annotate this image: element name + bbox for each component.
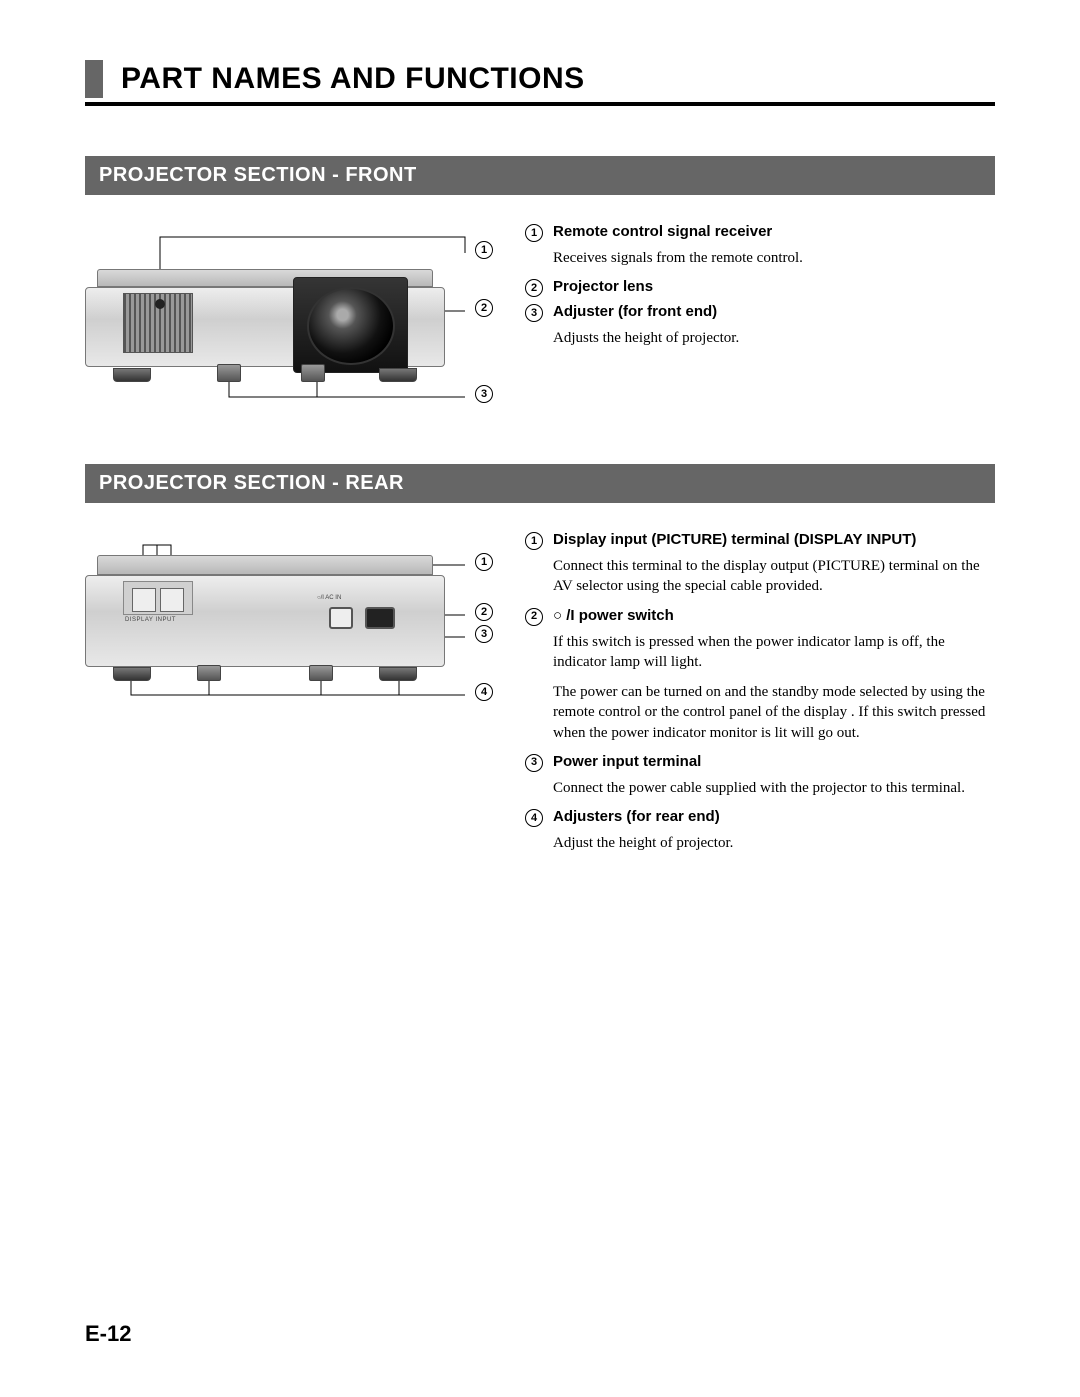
item-text: Connect this terminal to the display out…	[553, 556, 995, 597]
diagram-rear: DISPLAY INPUT ○/I AC IN	[85, 531, 455, 863]
description-item: 4 Adjusters (for rear end)	[525, 808, 995, 827]
item-number-badge: 3	[525, 754, 543, 772]
item-title: Remote control signal receiver	[553, 223, 772, 242]
description-item: 3 Adjuster (for front end)	[525, 303, 995, 322]
item-text: The power can be turned on and the stand…	[553, 682, 995, 743]
page-header: PART NAMES AND FUNCTIONS	[85, 60, 995, 106]
callout-badge: 1	[475, 241, 493, 259]
callout-badge: 2	[475, 603, 493, 621]
callout-column-rear: 1 2 3 4	[475, 531, 505, 863]
callout-badge: 3	[475, 625, 493, 643]
item-title: Projector lens	[553, 278, 653, 297]
description-column-front: 1 Remote control signal receiver Receives …	[525, 223, 995, 404]
section-heading-front: PROJECTOR SECTION - FRONT	[85, 156, 995, 195]
page-number: E-12	[85, 1321, 131, 1347]
header-accent-block	[85, 60, 103, 98]
item-number-badge: 1	[525, 224, 543, 242]
item-text: Connect the power cable supplied with th…	[553, 778, 995, 798]
description-item: 2 ○ /I power switch	[525, 607, 995, 626]
description-item: 1 Display input (PICTURE) terminal (DISPL…	[525, 531, 995, 550]
item-text: If this switch is pressed when the power…	[553, 632, 995, 673]
item-title: ○ /I power switch	[553, 607, 674, 626]
diagram-label-switch: ○/I AC IN	[317, 595, 341, 601]
callout-column-front: 1 2 3	[475, 223, 505, 404]
item-title: Adjuster (for front end)	[553, 303, 717, 322]
description-item: 1 Remote control signal receiver	[525, 223, 995, 242]
item-text: Receives signals from the remote control…	[553, 248, 995, 268]
item-number-badge: 3	[525, 304, 543, 322]
item-text: Adjust the height of projector.	[553, 833, 995, 853]
description-item: 3 Power input terminal	[525, 753, 995, 772]
diagram-label-panel: DISPLAY INPUT	[125, 617, 176, 623]
section-heading-rear: PROJECTOR SECTION - REAR	[85, 464, 995, 503]
item-number-badge: 4	[525, 809, 543, 827]
description-column-rear: 1 Display input (PICTURE) terminal (DISPL…	[525, 531, 995, 863]
section-body-rear: DISPLAY INPUT ○/I AC IN 1 2 3 4 1 Display in…	[85, 531, 995, 863]
callout-badge: 4	[475, 683, 493, 701]
callout-badge: 1	[475, 553, 493, 571]
item-number-badge: 2	[525, 279, 543, 297]
item-number-badge: 2	[525, 608, 543, 626]
item-title: Display input (PICTURE) terminal (DISPLA…	[553, 531, 916, 550]
item-title: Adjusters (for rear end)	[553, 808, 720, 827]
diagram-front	[85, 223, 455, 404]
callout-badge: 3	[475, 385, 493, 403]
item-text: Adjusts the height of projector.	[553, 328, 995, 348]
description-item: 2 Projector lens	[525, 278, 995, 297]
section-body-front: 1 2 3 1 Remote control signal receiver Recei…	[85, 223, 995, 404]
page-title: PART NAMES AND FUNCTIONS	[121, 62, 585, 96]
item-title: Power input terminal	[553, 753, 701, 772]
item-number-badge: 1	[525, 532, 543, 550]
callout-badge: 2	[475, 299, 493, 317]
